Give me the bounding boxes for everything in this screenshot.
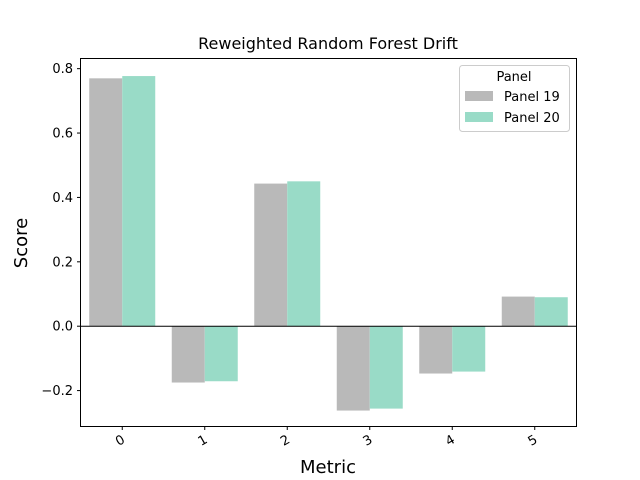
y-tick-label: 0.4 xyxy=(52,191,73,206)
legend-title: Panel xyxy=(496,70,531,85)
bar-panel-20-metric-1 xyxy=(204,326,238,382)
bar-panel-19-metric-5 xyxy=(501,296,535,327)
y-tick-label: 0.6 xyxy=(52,127,73,142)
x-tick-label: 3 xyxy=(361,432,376,449)
bar-panel-19-metric-1 xyxy=(171,326,205,383)
y-tick-label: −0.2 xyxy=(41,384,73,399)
x-tick-label: 5 xyxy=(526,432,541,449)
bar-panel-20-metric-4 xyxy=(452,326,486,372)
bars-layer xyxy=(89,76,568,411)
y-tick-label: 0.8 xyxy=(52,62,73,77)
legend-label-panel-19: Panel 19 xyxy=(504,90,560,105)
x-tick-label: 2 xyxy=(278,432,293,449)
legend-swatch-panel-19 xyxy=(465,91,493,101)
legend-label-panel-20: Panel 20 xyxy=(504,111,560,126)
x-axis: 0 1 2 3 4 5 xyxy=(113,426,540,450)
legend: Panel Panel 19 Panel 20 xyxy=(459,65,570,132)
x-tick-label: 1 xyxy=(196,432,211,449)
bar-panel-20-metric-2 xyxy=(287,181,321,327)
y-axis: −0.2 0.0 0.2 0.4 0.6 0.8 xyxy=(41,62,81,399)
y-tick-label: 0.0 xyxy=(52,320,73,335)
bar-panel-19-metric-4 xyxy=(419,326,453,374)
bar-panel-19-metric-3 xyxy=(336,326,370,411)
legend-swatch-panel-20 xyxy=(465,112,493,122)
x-tick-label: 0 xyxy=(113,432,128,449)
bar-panel-20-metric-5 xyxy=(534,297,568,327)
bar-panel-19-metric-0 xyxy=(89,78,123,327)
x-axis-label: Metric xyxy=(300,457,356,478)
bar-panel-20-metric-3 xyxy=(369,326,403,409)
y-tick-label: 0.2 xyxy=(52,255,73,270)
chart-title: Reweighted Random Forest Drift xyxy=(198,34,458,53)
x-tick-label: 4 xyxy=(443,432,458,449)
y-axis-label: Score xyxy=(11,218,32,268)
bar-panel-20-metric-0 xyxy=(122,76,156,327)
bar-panel-19-metric-2 xyxy=(254,183,288,327)
plot-frame xyxy=(80,58,577,427)
